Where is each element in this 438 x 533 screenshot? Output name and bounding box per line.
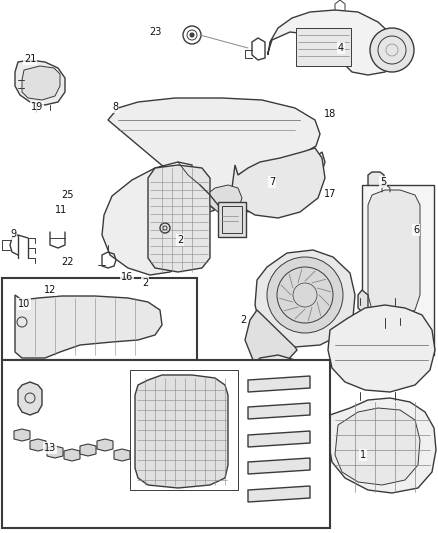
Polygon shape xyxy=(210,185,242,215)
Polygon shape xyxy=(64,449,80,461)
Polygon shape xyxy=(328,305,435,392)
Bar xyxy=(218,202,246,237)
Polygon shape xyxy=(102,98,325,275)
Text: 21: 21 xyxy=(24,54,36,64)
Text: 11: 11 xyxy=(55,205,67,215)
Text: 2: 2 xyxy=(240,315,246,325)
Polygon shape xyxy=(248,458,310,474)
Polygon shape xyxy=(248,376,310,392)
Polygon shape xyxy=(30,439,46,451)
Polygon shape xyxy=(245,355,325,408)
Polygon shape xyxy=(47,446,63,458)
Polygon shape xyxy=(232,148,325,218)
Polygon shape xyxy=(368,172,384,188)
Polygon shape xyxy=(255,250,355,347)
Polygon shape xyxy=(135,375,228,488)
Circle shape xyxy=(370,28,414,72)
Text: 7: 7 xyxy=(269,177,275,187)
Bar xyxy=(362,185,434,355)
Circle shape xyxy=(267,257,343,333)
Text: 2: 2 xyxy=(177,235,183,245)
Text: 19: 19 xyxy=(31,102,43,112)
Bar xyxy=(222,206,242,233)
Text: 9: 9 xyxy=(10,229,16,239)
Polygon shape xyxy=(328,398,436,493)
Bar xyxy=(130,370,238,490)
Text: 12: 12 xyxy=(44,285,56,295)
Polygon shape xyxy=(14,429,30,441)
Text: 25: 25 xyxy=(62,190,74,200)
Polygon shape xyxy=(18,382,42,415)
Polygon shape xyxy=(248,486,310,502)
Polygon shape xyxy=(268,10,398,75)
Text: 23: 23 xyxy=(149,27,161,37)
Polygon shape xyxy=(248,403,310,419)
Text: 16: 16 xyxy=(121,272,133,282)
Polygon shape xyxy=(22,66,60,100)
Polygon shape xyxy=(80,444,96,456)
Text: 4: 4 xyxy=(338,43,344,53)
Polygon shape xyxy=(15,60,65,105)
Bar xyxy=(2,360,330,528)
Polygon shape xyxy=(335,408,420,485)
Polygon shape xyxy=(245,310,297,367)
Text: 18: 18 xyxy=(324,109,336,119)
Circle shape xyxy=(190,33,194,37)
Text: 1: 1 xyxy=(360,450,366,460)
Polygon shape xyxy=(97,439,113,451)
Text: 17: 17 xyxy=(324,189,336,199)
Text: 10: 10 xyxy=(18,299,30,309)
Polygon shape xyxy=(368,190,420,318)
Text: 13: 13 xyxy=(44,443,56,453)
Text: 6: 6 xyxy=(413,225,419,235)
Text: 22: 22 xyxy=(62,257,74,267)
Polygon shape xyxy=(148,165,210,272)
Bar xyxy=(2,278,197,360)
Polygon shape xyxy=(248,431,310,447)
Bar xyxy=(296,28,351,66)
Polygon shape xyxy=(15,295,162,358)
Text: 2: 2 xyxy=(142,278,148,288)
Text: 5: 5 xyxy=(380,177,386,187)
Polygon shape xyxy=(358,290,368,312)
Polygon shape xyxy=(114,449,130,461)
Text: 8: 8 xyxy=(112,102,118,112)
